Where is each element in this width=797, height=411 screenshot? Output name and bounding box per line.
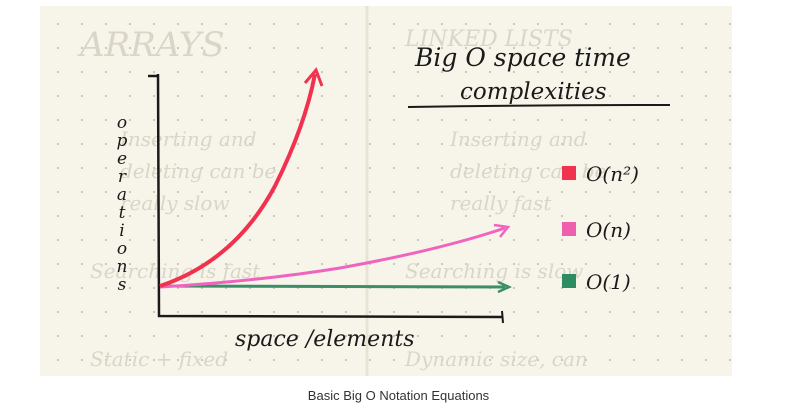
diagram-title-line-2: complexities [460,79,607,105]
faded-notes: ARRAYS LINKED LISTS Inserting and deleti… [77,25,606,371]
legend-swatch-quadratic [562,166,576,180]
x-axis-cap [501,310,504,324]
y-letter-1: o [117,113,127,133]
axes [156,73,503,319]
figure-caption: Basic Big O Notation Equations [307,388,490,403]
legend-label-quadratic: O(n²) [586,162,639,186]
arrowhead-constant [497,280,513,294]
y-letter-2: p [117,131,128,151]
faded-right-item-5: Dynamic size, can [404,347,588,371]
legend-label-linear: O(n) [586,218,631,242]
y-letter-5: a [117,185,127,205]
curve-quadratic [159,73,317,288]
arrowhead-linear [493,223,511,238]
faded-left-item-3: really slow [120,191,230,215]
y-axis-label: o p e r a t i o n s [117,113,128,295]
faded-right-item-2: deleting can be [450,159,606,183]
y-letter-10: s [118,275,127,295]
legend-label-constant: O(1) [586,270,631,294]
notebook-figure: ARRAYS LINKED LISTS Inserting and deleti… [40,6,732,376]
faded-left-item-5: Static + fixed [90,347,228,371]
faded-right-title: LINKED LISTS [404,27,573,52]
curve-constant [159,284,506,289]
curve-linear [159,226,506,289]
faded-right-item-3: really fast [450,191,552,215]
y-letter-8: o [117,239,127,259]
faded-right-item-4: Searching is slow [405,259,583,283]
faded-right-item-1: Inserting and [449,127,587,151]
y-letter-3: e [117,149,127,169]
faded-left-item-2: deleting can be [120,159,276,183]
y-letter-4: r [118,167,127,187]
big-o-diagram: ARRAYS LINKED LISTS Inserting and deleti… [77,6,671,376]
y-letter-9: n [117,257,128,277]
legend-swatch-constant [562,274,576,288]
diagram-title-line-1: Big O space time [414,43,631,72]
complexity-curves [159,67,513,294]
faded-left-title: ARRAYS [77,25,225,65]
y-letter-7: i [119,221,124,241]
title-underline [407,104,671,108]
y-letter-6: t [119,203,126,223]
legend: O(n²) O(n) O(1) [562,162,639,294]
x-axis-label: space /elements [235,327,415,352]
arrowhead-quadratic [303,67,324,87]
legend-swatch-linear [562,222,576,236]
faded-left-item-1: Inserting and [119,127,257,151]
